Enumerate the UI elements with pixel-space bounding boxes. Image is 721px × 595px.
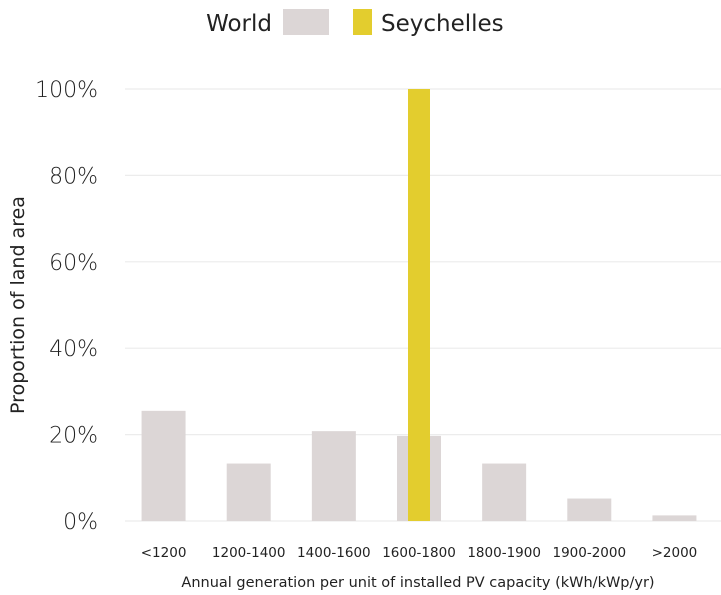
x-tick-label: <1200: [141, 545, 187, 561]
x-tick-label: 1200-1400: [212, 545, 286, 561]
x-tick-label: 1600-1800: [382, 545, 456, 561]
bar-world-6: [652, 515, 697, 521]
bars: [141, 89, 697, 521]
bar-world-1: [226, 463, 271, 521]
x-axis-title: Annual generation per unit of installed …: [181, 575, 654, 591]
x-tick-label: >2000: [652, 545, 698, 561]
legend-label-world: World: [206, 11, 272, 37]
legend-swatch-world: [283, 9, 329, 35]
x-tick-label: 1800-1900: [467, 545, 541, 561]
bar-world-2: [311, 431, 356, 521]
y-tick-label: 40%: [49, 337, 98, 362]
x-tick-label: 1400-1600: [297, 545, 371, 561]
y-tick-label: 20%: [49, 424, 98, 449]
y-tick-label: 60%: [49, 251, 98, 276]
y-tick-label: 80%: [49, 164, 98, 189]
legend: World Seychelles: [206, 9, 504, 37]
legend-swatch-seychelles: [353, 9, 372, 35]
x-axis-ticks: <1200 1200-1400 1400-1600 1600-1800 1800-190…: [141, 545, 698, 561]
bar-world-4: [482, 463, 527, 521]
y-axis-title: Proportion of land area: [7, 196, 29, 414]
bar-seychelles-3: [408, 89, 430, 521]
bar-world-0: [141, 410, 186, 521]
legend-label-seychelles: Seychelles: [381, 11, 504, 37]
bar-world-5: [567, 498, 612, 521]
y-axis-ticks: 0% 20% 40% 60% 80% 100%: [35, 78, 98, 535]
y-tick-label: 100%: [35, 78, 98, 103]
x-tick-label: 1900-2000: [552, 545, 626, 561]
y-tick-label: 0%: [63, 510, 98, 535]
